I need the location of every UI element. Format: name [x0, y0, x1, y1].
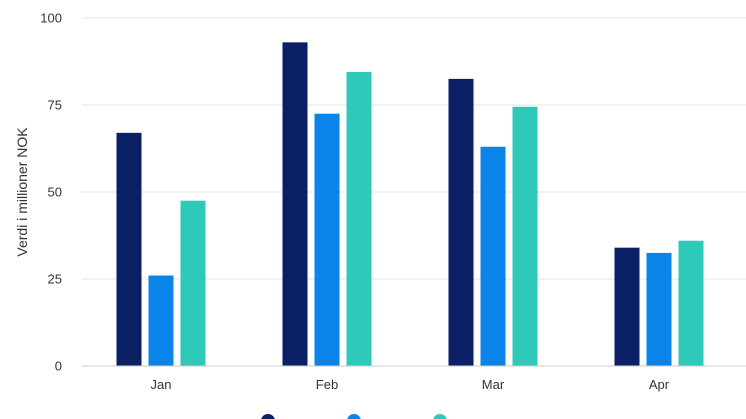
bar-feb-series-3 — [346, 71, 372, 366]
y-tick-labels: 0 25 50 75 100 — [40, 11, 62, 374]
bar-feb-series-2 — [314, 113, 340, 366]
legend-marker — [347, 414, 361, 419]
y-tick-label: 25 — [48, 272, 62, 287]
bar-mar-series-1 — [448, 78, 474, 367]
bar-mar-series-3 — [512, 106, 538, 367]
bar-feb-series-1 — [282, 42, 308, 367]
bar-jan-series-2 — [148, 275, 174, 366]
legend-marker — [261, 414, 275, 419]
y-axis-title: Verdi i millioner NOK — [14, 127, 30, 257]
bar-mar-series-2 — [480, 146, 506, 366]
bar-apr-series-1 — [614, 247, 640, 366]
bar-apr-series-3 — [678, 240, 704, 366]
x-tick-label: Feb — [316, 377, 338, 392]
y-tick-label: 50 — [48, 185, 62, 200]
bar-jan-series-3 — [180, 200, 206, 366]
legend — [261, 414, 447, 419]
y-tick-label: 100 — [40, 11, 62, 26]
y-tick-label: 0 — [55, 359, 62, 374]
bars — [116, 42, 704, 367]
x-tick-labels: Jan Feb Mar Apr — [151, 377, 670, 392]
bar-apr-series-2 — [646, 252, 672, 366]
x-tick-label: Apr — [649, 377, 670, 392]
legend-marker — [433, 414, 447, 419]
x-tick-label: Mar — [482, 377, 505, 392]
y-tick-label: 75 — [48, 98, 62, 113]
bar-jan-series-1 — [116, 132, 142, 366]
x-tick-label: Jan — [151, 377, 172, 392]
